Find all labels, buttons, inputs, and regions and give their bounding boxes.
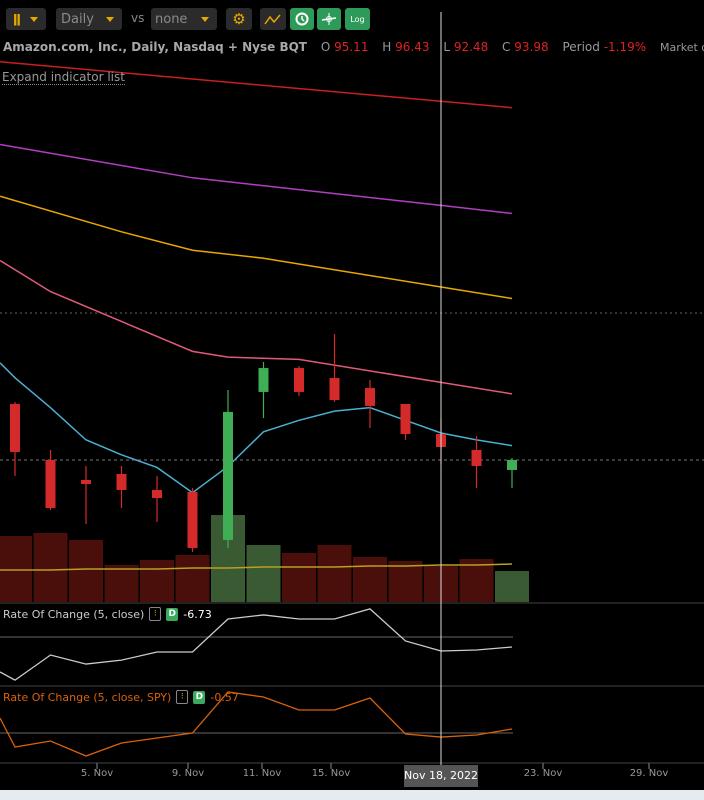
vs-label: vs xyxy=(131,11,145,25)
candle-body xyxy=(294,368,304,392)
interval-dropdown[interactable]: Daily xyxy=(56,8,122,30)
volume-bar xyxy=(282,553,316,602)
volume-bar xyxy=(33,533,68,602)
candle-body xyxy=(223,411,233,540)
open-label: O xyxy=(320,40,331,54)
candle-body xyxy=(187,491,198,549)
candle-body xyxy=(329,378,340,400)
indicator-name: Rate Of Change (5, close, SPY) xyxy=(3,690,172,704)
expand-indicator-list-link[interactable]: Expand indicator list xyxy=(2,70,125,85)
period-value: -1.19% xyxy=(603,40,647,54)
candle-body xyxy=(365,388,375,406)
chart-title: Amazon.com, Inc., Daily, Nasdaq + Nyse B… xyxy=(3,40,307,54)
clock-icon xyxy=(295,12,309,26)
compare-dropdown[interactable]: none xyxy=(151,8,217,30)
high-label: H xyxy=(382,40,392,54)
x-tick-label: 23. Nov xyxy=(523,768,563,779)
volume-bar xyxy=(459,559,494,602)
candle-body xyxy=(152,489,162,499)
candle-body xyxy=(507,459,517,470)
crosshair-date-label: Nov 18, 2022 xyxy=(404,765,478,787)
volume-bar xyxy=(495,571,529,602)
indicator-value: -0.57 xyxy=(210,690,239,704)
crosshair-icon xyxy=(321,13,337,25)
moving-average-line xyxy=(0,60,513,109)
moving-average-line xyxy=(0,195,513,300)
market-status: Market closed xyxy=(659,41,704,54)
volume-bar xyxy=(246,545,281,602)
indicator-value: -6.73 xyxy=(183,607,212,621)
x-tick-label: 15. Nov xyxy=(311,768,351,779)
x-tick-label: 5. Nov xyxy=(80,768,114,779)
settings-button[interactable]: ⚙ xyxy=(226,8,252,30)
indicator-badge[interactable]: D xyxy=(193,690,206,704)
moving-average-line xyxy=(0,362,513,494)
log-scale-button[interactable]: Log xyxy=(345,8,370,30)
moving-average-line xyxy=(0,259,513,395)
volume-bar xyxy=(317,545,352,602)
indicator-name: Rate Of Change (5, close) xyxy=(3,607,145,621)
candle-body xyxy=(10,404,20,452)
roc-indicator-label: Rate Of Change (5, close) ⁝ D -6.73 xyxy=(3,607,212,621)
candle-body xyxy=(258,368,269,392)
indicator-badge[interactable]: D xyxy=(166,607,179,621)
volume-bar xyxy=(69,540,103,602)
draw-line-icon xyxy=(264,14,281,25)
low-label: L xyxy=(443,40,451,54)
clock-button[interactable] xyxy=(290,8,314,30)
volume-bar xyxy=(388,561,423,602)
candle-body xyxy=(400,404,411,435)
draw-button[interactable] xyxy=(260,8,286,30)
gear-icon: ⚙ xyxy=(232,10,246,28)
volume-bar xyxy=(0,536,32,602)
roc-spy-line xyxy=(0,691,513,757)
candle-body xyxy=(45,459,56,509)
indicator-menu-icon[interactable]: ⁝ xyxy=(176,690,189,704)
x-tick-label: 11. Nov xyxy=(242,768,282,779)
moving-average-line xyxy=(0,143,513,215)
volume-bar xyxy=(104,565,139,602)
close-label: C xyxy=(502,40,511,54)
period-label: Period xyxy=(562,40,600,54)
chart-type-dropdown[interactable]: ǁ xyxy=(6,8,46,30)
interval-value: Daily xyxy=(61,11,94,27)
close-value: 93.98 xyxy=(514,40,549,54)
crosshair-button[interactable] xyxy=(317,8,341,30)
high-value: 96.43 xyxy=(395,40,430,54)
x-tick-label: 29. Nov xyxy=(629,768,669,779)
x-tick-label: 9. Nov xyxy=(171,768,205,779)
indicator-menu-icon[interactable]: ⁝ xyxy=(149,607,162,621)
volume-bar xyxy=(353,557,387,602)
volume-bar xyxy=(140,560,174,602)
compare-value: none xyxy=(155,11,188,27)
roc-line xyxy=(0,608,513,681)
candle-body xyxy=(116,474,127,490)
candle-body xyxy=(81,479,91,485)
chart-header: Amazon.com, Inc., Daily, Nasdaq + Nyse B… xyxy=(3,40,704,54)
low-value: 92.48 xyxy=(453,40,489,54)
log-label: Log xyxy=(350,14,365,24)
roc-spy-indicator-label: Rate Of Change (5, close, SPY) ⁝ D -0.57 xyxy=(3,690,239,704)
candlestick-icon: ǁ xyxy=(13,12,21,26)
volume-ma-line xyxy=(0,563,513,571)
candle-body xyxy=(471,449,482,466)
volume-bar xyxy=(175,555,210,602)
open-value: 95.11 xyxy=(334,40,369,54)
horizontal-scrollbar[interactable] xyxy=(0,790,704,800)
